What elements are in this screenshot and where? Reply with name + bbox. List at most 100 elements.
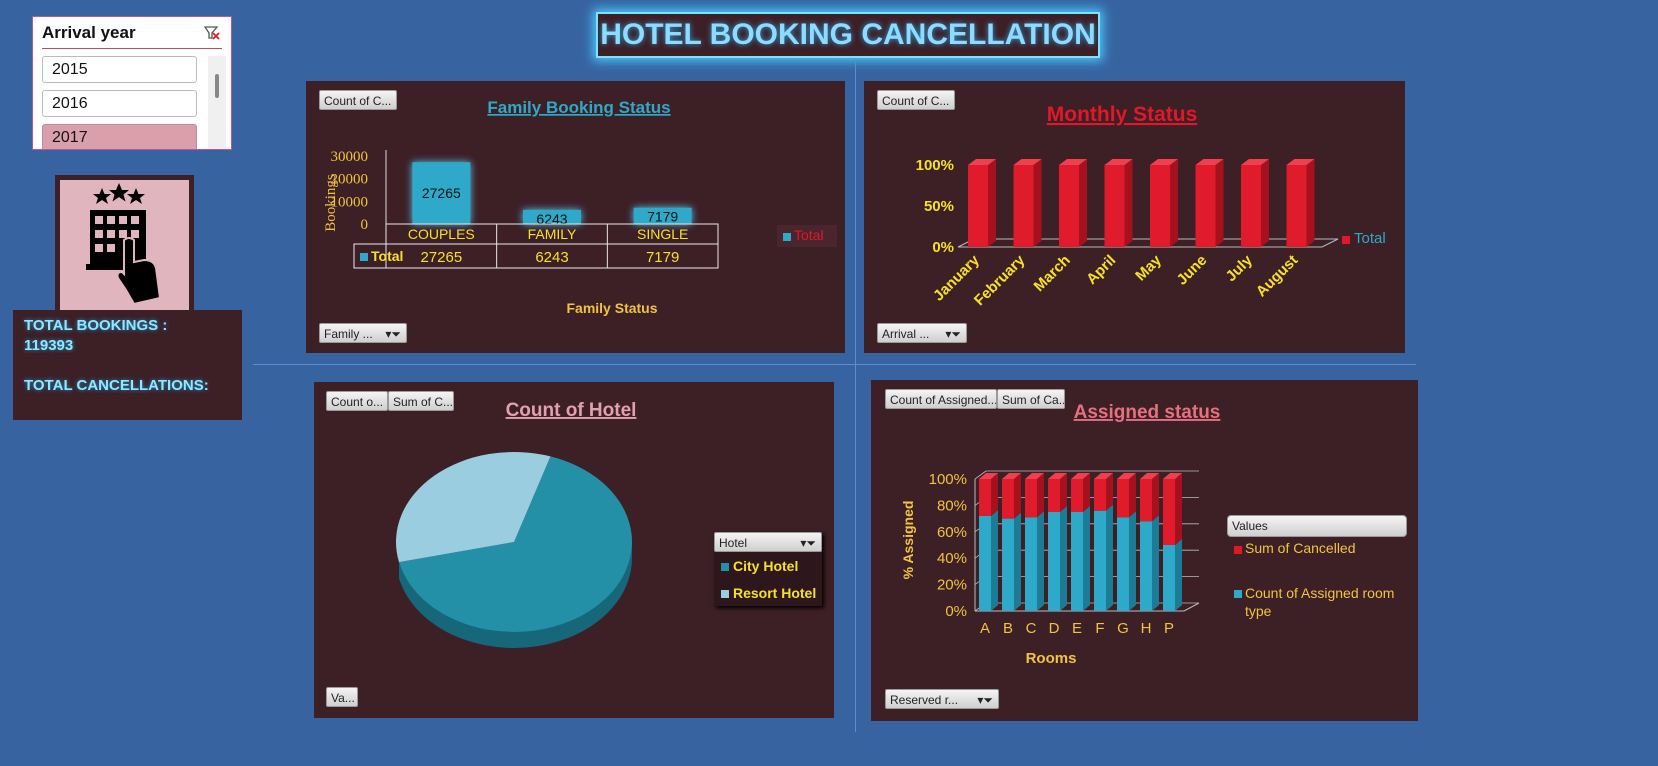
bar-cancelled-top bbox=[1094, 473, 1113, 479]
x-tick-label: June bbox=[1174, 252, 1211, 289]
chart-title: Monthly Status bbox=[1047, 103, 1198, 126]
count-field-button[interactable]: Count of C... bbox=[319, 90, 397, 110]
x-tick-label: August bbox=[1253, 252, 1302, 301]
x-tick-label: P bbox=[1164, 620, 1174, 637]
bar-top bbox=[968, 159, 996, 165]
slicer-title: Arrival year bbox=[42, 23, 136, 42]
x-tick-label: July bbox=[1223, 251, 1257, 285]
x-tick-label: E bbox=[1072, 620, 1082, 637]
bar-cancelled-p bbox=[1163, 479, 1175, 545]
kpi-box: TOTAL BOOKINGS : 119393 TOTAL CANCELLATI… bbox=[13, 310, 242, 420]
family-filter-label: Family ... bbox=[324, 327, 373, 341]
data-label: 7179 bbox=[647, 209, 678, 225]
x-tick-label: A bbox=[980, 620, 990, 637]
hotel-chart-svg: Count of Hotel bbox=[396, 400, 636, 648]
bar-side bbox=[1079, 159, 1087, 247]
data-label: 27265 bbox=[422, 185, 461, 201]
filter-dropdown-icon: ▾⏷ bbox=[977, 693, 993, 707]
bar-cancelled-side bbox=[1129, 473, 1136, 518]
dashboard-title: HOTEL BOOKING CANCELLATION bbox=[600, 18, 1096, 51]
bar-assigned-a bbox=[979, 515, 991, 611]
bar-cancelled-top bbox=[1025, 473, 1044, 479]
bar-january bbox=[968, 165, 988, 247]
y-tick-label: 40% bbox=[937, 550, 967, 567]
values-legend-button[interactable]: Values bbox=[1227, 515, 1407, 537]
arrival-year-slicer: Arrival year 2015 2016 2017 bbox=[32, 16, 232, 150]
bar-cancelled-top bbox=[1048, 473, 1067, 479]
arrival-filter-button[interactable]: Arrival ... ▾⏷ bbox=[877, 323, 967, 343]
values-button[interactable]: Va... bbox=[326, 687, 358, 707]
table-value: 6243 bbox=[535, 249, 568, 266]
bar-assigned-side bbox=[991, 509, 998, 611]
bar-cancelled-side bbox=[1152, 473, 1159, 522]
y-tick-label: 0 bbox=[361, 217, 369, 233]
slicer-scrollbar[interactable] bbox=[208, 56, 226, 149]
bar-cancelled-top bbox=[1140, 473, 1159, 479]
bar-top bbox=[1150, 159, 1178, 165]
bar-cancelled-d bbox=[1048, 479, 1060, 512]
sum-field-button-3[interactable]: Sum of C... bbox=[388, 391, 454, 411]
bar-assigned-side bbox=[1106, 504, 1113, 611]
x-tick-label: G bbox=[1117, 620, 1129, 637]
bar-assigned-side bbox=[1152, 515, 1159, 611]
legend-swatch bbox=[783, 233, 791, 241]
legend-swatch-cancelled bbox=[1234, 546, 1242, 554]
reserved-filter-button[interactable]: Reserved r... ▾⏷ bbox=[885, 689, 999, 709]
bar-family bbox=[523, 209, 581, 224]
slicer-item-2015[interactable]: 2015 bbox=[42, 56, 197, 83]
x-tick-label: B bbox=[1003, 620, 1013, 637]
y-tick-label: 100% bbox=[916, 157, 954, 174]
family-booking-panel: Count of C... Family ... ▾⏷ Family Booki… bbox=[306, 81, 845, 353]
chart-title: Assigned status bbox=[1074, 402, 1221, 423]
bar-february bbox=[1013, 165, 1034, 247]
bar-single bbox=[633, 207, 692, 224]
legend-label-resort: Resort Hotel bbox=[733, 585, 817, 601]
family-filter-button[interactable]: Family ... ▾⏷ bbox=[319, 323, 407, 343]
bar-cancelled-side bbox=[1106, 473, 1113, 511]
y-tick-label: 60% bbox=[937, 524, 967, 541]
bar-assigned-d bbox=[1048, 512, 1060, 611]
y-tick-label: 80% bbox=[937, 497, 967, 514]
vertical-divider bbox=[855, 62, 856, 732]
assigned-chart-svg: Assigned status % Assigned Rooms 100% 80%… bbox=[900, 402, 1221, 667]
bar-cancelled-top bbox=[1002, 473, 1021, 479]
bar-assigned-side bbox=[1060, 506, 1067, 611]
bar-cancelled-e bbox=[1071, 479, 1083, 512]
bar-assigned-p bbox=[1163, 545, 1175, 611]
scrollbar-thumb[interactable] bbox=[215, 74, 219, 98]
pie-slice-city-hotel bbox=[399, 456, 632, 632]
slicer-item-2017[interactable]: 2017 bbox=[42, 124, 197, 149]
y-tick-label: 30000 bbox=[331, 149, 369, 165]
bar-side bbox=[1306, 159, 1315, 247]
reserved-filter-label: Reserved r... bbox=[890, 693, 959, 707]
total-bookings-value: 119393 bbox=[24, 337, 74, 354]
clear-filter-icon[interactable] bbox=[203, 25, 221, 41]
slicer-divider bbox=[42, 48, 222, 49]
bar-top bbox=[1286, 159, 1315, 165]
bar-cancelled-h bbox=[1140, 479, 1152, 522]
y-tick-label: 10000 bbox=[331, 194, 369, 210]
table-value: 7179 bbox=[646, 249, 679, 266]
legend-swatch bbox=[1342, 236, 1350, 244]
gridline-side bbox=[974, 470, 987, 480]
bar-cancelled-side bbox=[991, 473, 998, 516]
table-value: 27265 bbox=[420, 249, 462, 266]
count-assigned-button[interactable]: Count of Assigned... bbox=[885, 389, 997, 409]
bar-assigned-side bbox=[1083, 506, 1090, 611]
hotel-filter-button[interactable]: Hotel ▾⏷ bbox=[714, 532, 822, 552]
filter-dropdown-icon: ▾⏷ bbox=[385, 327, 401, 341]
x-tick-label: May bbox=[1132, 251, 1165, 284]
monthly-status-panel: Count of C... Arrival ... ▾⏷ Monthly Sta… bbox=[864, 81, 1405, 353]
count-field-button-3[interactable]: Count o... bbox=[326, 391, 388, 411]
bar-cancelled-top bbox=[979, 473, 998, 479]
x-axis-label: Family Status bbox=[566, 300, 657, 316]
bar-assigned-g bbox=[1117, 517, 1129, 611]
x-tick-label: March bbox=[1031, 252, 1074, 295]
bar-cancelled-top bbox=[1163, 473, 1182, 479]
count-field-button-2[interactable]: Count of C... bbox=[877, 90, 955, 110]
bar-side bbox=[1215, 159, 1224, 247]
slicer-item-2016[interactable]: 2016 bbox=[42, 90, 197, 117]
bar-assigned-e bbox=[1071, 512, 1083, 611]
sum-cancelled-button[interactable]: Sum of Ca... bbox=[997, 389, 1065, 409]
legend-label-city: City Hotel bbox=[733, 558, 799, 574]
